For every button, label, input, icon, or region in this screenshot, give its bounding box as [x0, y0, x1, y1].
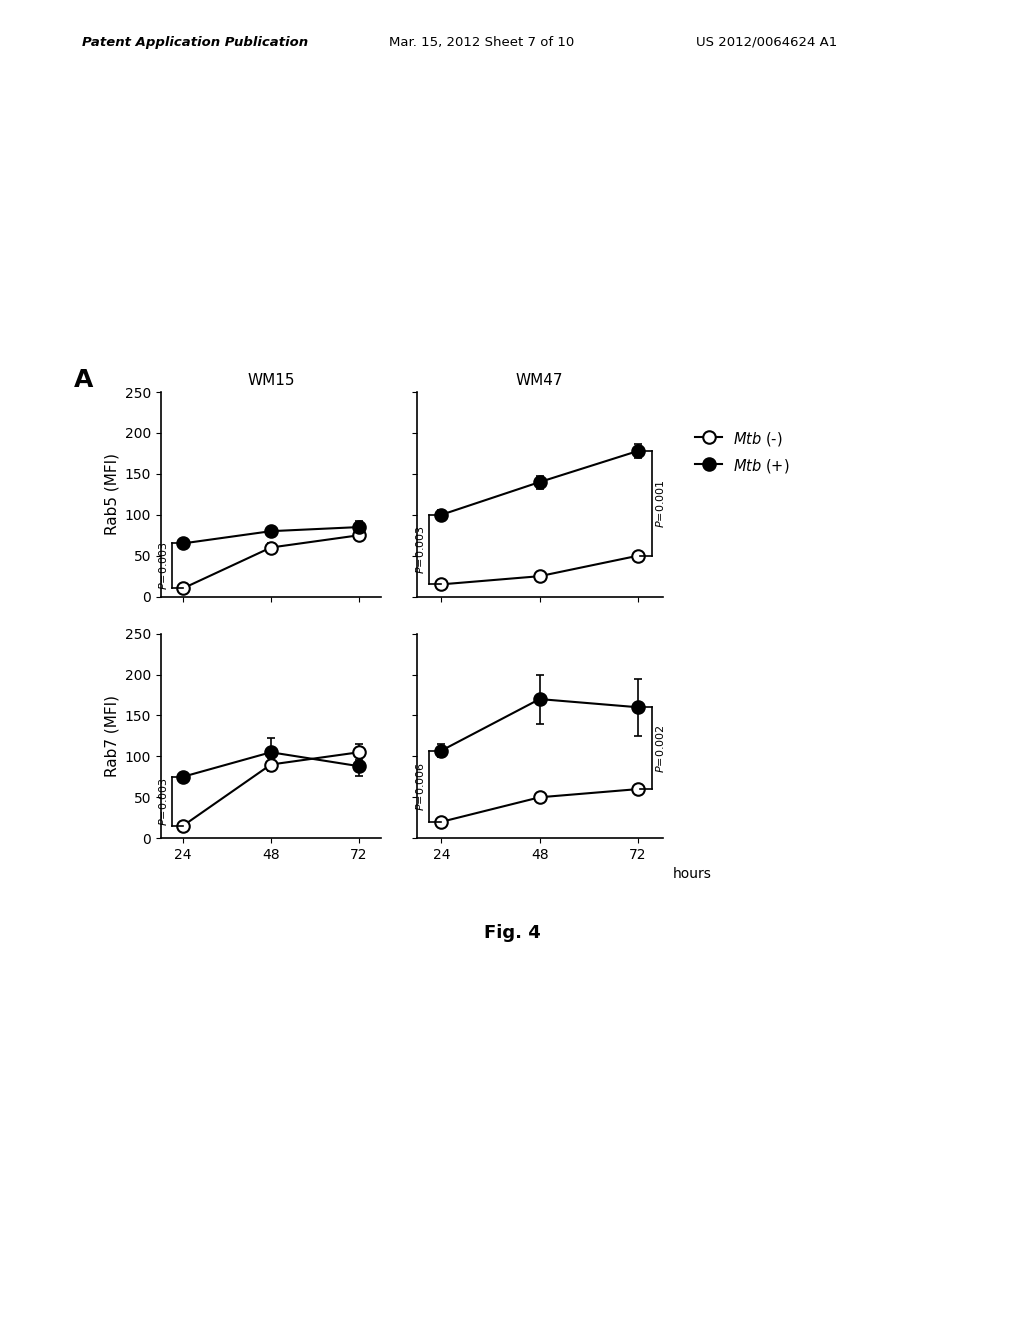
- Text: $P$=0.003: $P$=0.003: [157, 541, 169, 590]
- Text: Patent Application Publication: Patent Application Publication: [82, 36, 308, 49]
- Text: US 2012/0064624 A1: US 2012/0064624 A1: [696, 36, 838, 49]
- Text: A: A: [74, 368, 93, 392]
- Text: $P$=0.003: $P$=0.003: [157, 777, 169, 826]
- Text: hours: hours: [673, 867, 712, 880]
- Y-axis label: Rab7 (MFI): Rab7 (MFI): [104, 694, 119, 777]
- Title: WM47: WM47: [516, 374, 563, 388]
- Y-axis label: Rab5 (MFI): Rab5 (MFI): [104, 453, 119, 536]
- Text: $P$=0.002: $P$=0.002: [654, 723, 667, 772]
- Title: WM15: WM15: [247, 374, 295, 388]
- Text: Fig. 4: Fig. 4: [483, 924, 541, 942]
- Legend: $Mtb$ (-), $Mtb$ (+): $Mtb$ (-), $Mtb$ (+): [695, 430, 790, 475]
- Text: $P$=0.001: $P$=0.001: [654, 479, 667, 528]
- Text: $P$=0.006: $P$=0.006: [414, 762, 426, 810]
- Text: Mar. 15, 2012 Sheet 7 of 10: Mar. 15, 2012 Sheet 7 of 10: [389, 36, 574, 49]
- Text: $P$=0.003: $P$=0.003: [414, 525, 426, 574]
